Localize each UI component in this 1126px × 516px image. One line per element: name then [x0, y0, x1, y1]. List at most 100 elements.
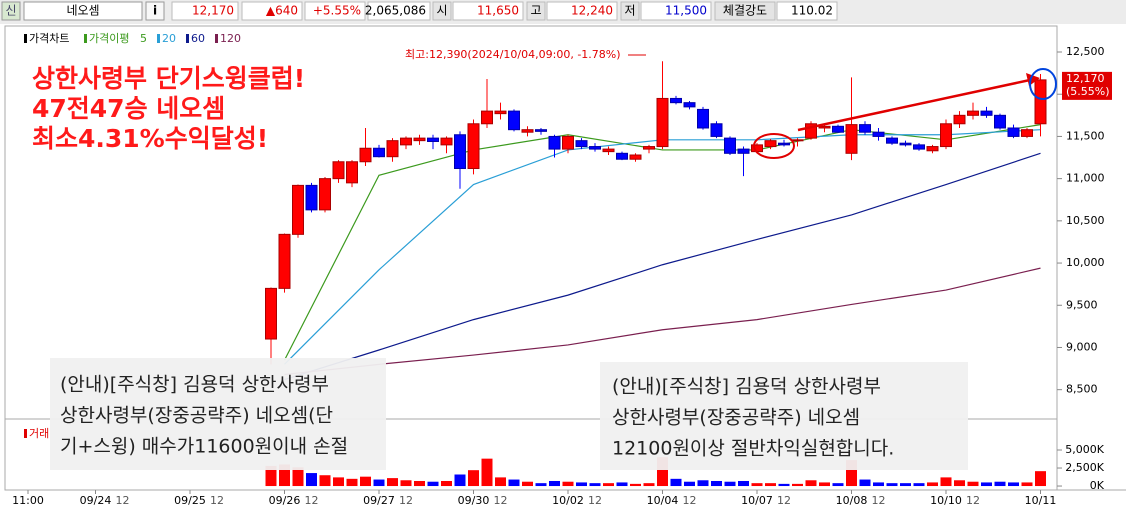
- x-minor-label: 12: [305, 494, 319, 507]
- candle-body: [508, 110, 520, 131]
- notice-line: (안내)[주식창] 김용덕 상한사령부: [612, 376, 881, 398]
- max-annotation: 최고:12,390(2024/10/04,09:00, -1.78%): [405, 48, 621, 61]
- legend-swatch: [84, 34, 87, 43]
- legend-label: 거래: [29, 427, 49, 440]
- volume-bar: [522, 481, 533, 487]
- volume-bar: [819, 482, 830, 487]
- volume-bar: [454, 474, 466, 487]
- notice-box: [600, 362, 968, 470]
- volume-bar: [738, 480, 749, 487]
- candle-body: [481, 110, 493, 125]
- candle-body: [859, 124, 871, 133]
- legend-swatch: [215, 34, 218, 43]
- candle-body: [805, 123, 817, 139]
- volume-bar: [967, 481, 979, 487]
- stock-field[interactable]: [23, 1, 143, 21]
- legend-label: 가격이평: [89, 32, 129, 45]
- candle-body: [454, 134, 466, 170]
- x-tick-label: 10/08: [836, 494, 868, 507]
- candle-body: [1034, 79, 1047, 125]
- highlight-circle: [753, 133, 795, 159]
- volume-bar: [913, 483, 925, 487]
- notice-line: 상한사령부(장중공략주) 네오셈: [612, 407, 860, 429]
- cell-label-box: [526, 1, 546, 21]
- x-tick-label: 09/27: [363, 494, 395, 507]
- candle-body: [319, 178, 331, 211]
- volume-bar: [643, 483, 655, 487]
- candle-body: [791, 139, 804, 142]
- volume-bar: [346, 478, 358, 487]
- stock-name[interactable]: 네오셈: [66, 4, 99, 18]
- volume-bar: [724, 481, 736, 487]
- volume-bar: [441, 480, 452, 487]
- cell-value: 11,650: [477, 4, 519, 18]
- candle-body: [278, 233, 291, 289]
- candle-body: [400, 137, 412, 146]
- notice-line: 기+스윙) 매수가11600원이내 손절: [60, 436, 348, 458]
- volume-bar: [697, 480, 709, 487]
- candle-body: [305, 184, 318, 211]
- cell-box: [304, 1, 366, 21]
- volume-bar: [792, 483, 803, 487]
- candle-body: [616, 152, 628, 160]
- candle-body: [332, 161, 345, 180]
- info-label[interactable]: i: [153, 4, 157, 18]
- ma-line: [284, 152, 1041, 381]
- legend-entry: 120: [220, 32, 241, 45]
- x-tick-label: 11:00: [12, 494, 44, 507]
- y-tick-label: 0K: [1090, 479, 1105, 492]
- notice-line: (안내)[주식창] 김용덕 상한사령부: [60, 374, 329, 396]
- icon[interactable]: 신: [5, 4, 16, 18]
- x-tick-label: 09/24: [80, 494, 112, 507]
- legend-swatch: [24, 34, 27, 43]
- headline: 상한사령부 단기스윙클럽!: [32, 64, 305, 93]
- icon-box[interactable]: [1, 1, 21, 21]
- cell-value: 110.02: [791, 4, 833, 18]
- candle-body: [832, 125, 844, 133]
- highlight-circle: [1029, 68, 1057, 100]
- candle-body: [292, 184, 304, 235]
- candle-body: [535, 129, 547, 132]
- candle-body: [562, 135, 574, 150]
- cell-box: [776, 1, 838, 21]
- current-change-label: (5.55%): [1066, 85, 1110, 98]
- volume-bar: [873, 482, 884, 487]
- x-minor-label: 12: [966, 494, 980, 507]
- x-minor-label: 12: [210, 494, 224, 507]
- candle-body: [643, 146, 655, 150]
- cell-box: [367, 1, 431, 21]
- y-tick-label: 5,000K: [1065, 443, 1104, 456]
- y-tick-label: 9,000: [1066, 340, 1098, 353]
- volume-bar: [319, 475, 331, 487]
- candle-body: [548, 135, 561, 150]
- cell-value: ▲640: [266, 4, 298, 18]
- volume-bar: [981, 482, 992, 487]
- x-tick-label: 10/04: [647, 494, 679, 507]
- volume-bar: [360, 476, 371, 487]
- y-tick-label: 9,500: [1066, 298, 1098, 311]
- quote-cells: 12,170 ▲640 +5.55% 2,065,086 시 11,650 고 12,240 저…: [171, 1, 838, 21]
- candle-body: [575, 140, 588, 148]
- candle-body: [413, 137, 426, 142]
- candle-body: [899, 142, 912, 146]
- volume-bar: [508, 479, 520, 487]
- x-tick-label: 09/25: [174, 494, 206, 507]
- legend-label: 가격차트: [29, 32, 69, 45]
- volume-bar: [846, 460, 857, 487]
- volume-bar: [711, 480, 722, 487]
- x-minor-label: 12: [683, 494, 697, 507]
- candle-body: [967, 110, 979, 116]
- legend-swatch: [24, 429, 27, 438]
- candle-body: [1021, 129, 1033, 137]
- candle-body: [683, 102, 696, 108]
- trend-arrow: [797, 78, 1031, 132]
- y-tick-label: 8,500: [1066, 383, 1098, 396]
- info-button[interactable]: [145, 1, 165, 21]
- candle-body: [737, 148, 750, 154]
- volume-bar: [535, 483, 547, 487]
- volume-bar: [778, 483, 790, 487]
- volume-bar: [994, 481, 1006, 487]
- cell-label-box: [432, 1, 452, 21]
- volume-bar: [1021, 482, 1033, 487]
- x-minor-label: 12: [494, 494, 508, 507]
